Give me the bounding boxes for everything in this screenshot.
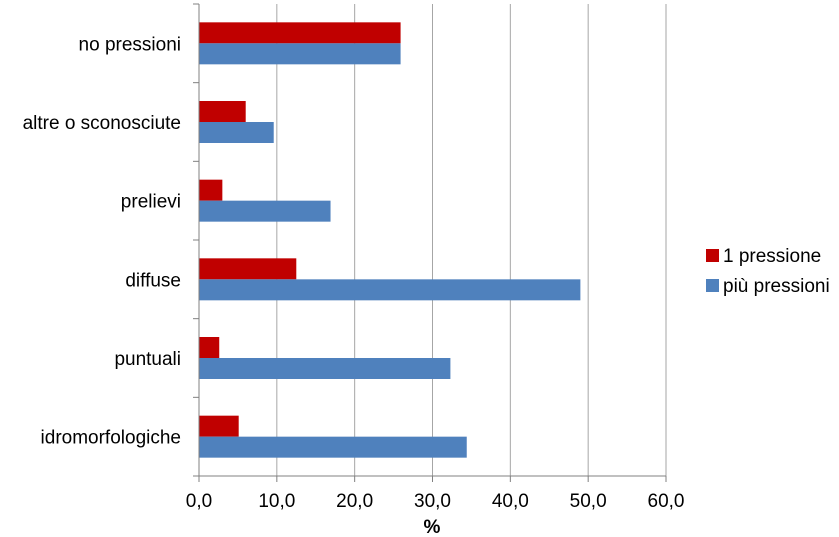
gridlines — [193, 3, 667, 482]
bar-multi-pressure — [199, 43, 401, 65]
bars — [199, 22, 581, 458]
legend-label: 1 pressione — [723, 246, 821, 267]
legend-swatch — [706, 279, 719, 292]
x-tick-label: 30,0 — [414, 491, 451, 512]
bar-multi-pressure — [199, 358, 451, 379]
legend: 1 pressione più pressioni — [706, 246, 830, 297]
bar-multi-pressure — [199, 436, 467, 458]
bar-one-pressure — [199, 415, 239, 437]
axes — [198, 4, 666, 477]
x-tick-label: 40,0 — [492, 491, 529, 512]
tick-labels: 0,0 10,0 20,0 30,0 40,0 50,0 60,0 — [186, 491, 685, 512]
legend-label: più pressioni — [723, 276, 830, 297]
category-label: diffuse — [125, 270, 181, 291]
bar-one-pressure — [199, 337, 220, 358]
category-label: prelievi — [121, 192, 181, 213]
x-tick-label: 0,0 — [186, 491, 212, 512]
x-tick-label: 20,0 — [336, 491, 373, 512]
bar-multi-pressure — [199, 200, 331, 222]
bar-one-pressure — [199, 179, 223, 201]
category-label: puntuali — [114, 349, 181, 370]
category-label: altre o sconosciute — [23, 113, 181, 134]
x-tick-label: 60,0 — [648, 491, 685, 512]
bar-multi-pressure — [199, 122, 274, 143]
x-axis-title: % — [424, 517, 441, 537]
bar-multi-pressure — [199, 279, 581, 301]
bar-one-pressure — [199, 258, 297, 280]
legend-swatch — [706, 249, 719, 262]
bar-one-pressure — [199, 101, 246, 122]
category-labels: no pressioni altre o sconosciute prelievi d… — [23, 34, 181, 448]
x-tick-label: 50,0 — [570, 491, 607, 512]
category-label: no pressioni — [79, 34, 181, 55]
category-label: idromorfologiche — [41, 428, 181, 449]
x-tick-label: 10,0 — [258, 491, 295, 512]
bar-one-pressure — [199, 22, 401, 44]
